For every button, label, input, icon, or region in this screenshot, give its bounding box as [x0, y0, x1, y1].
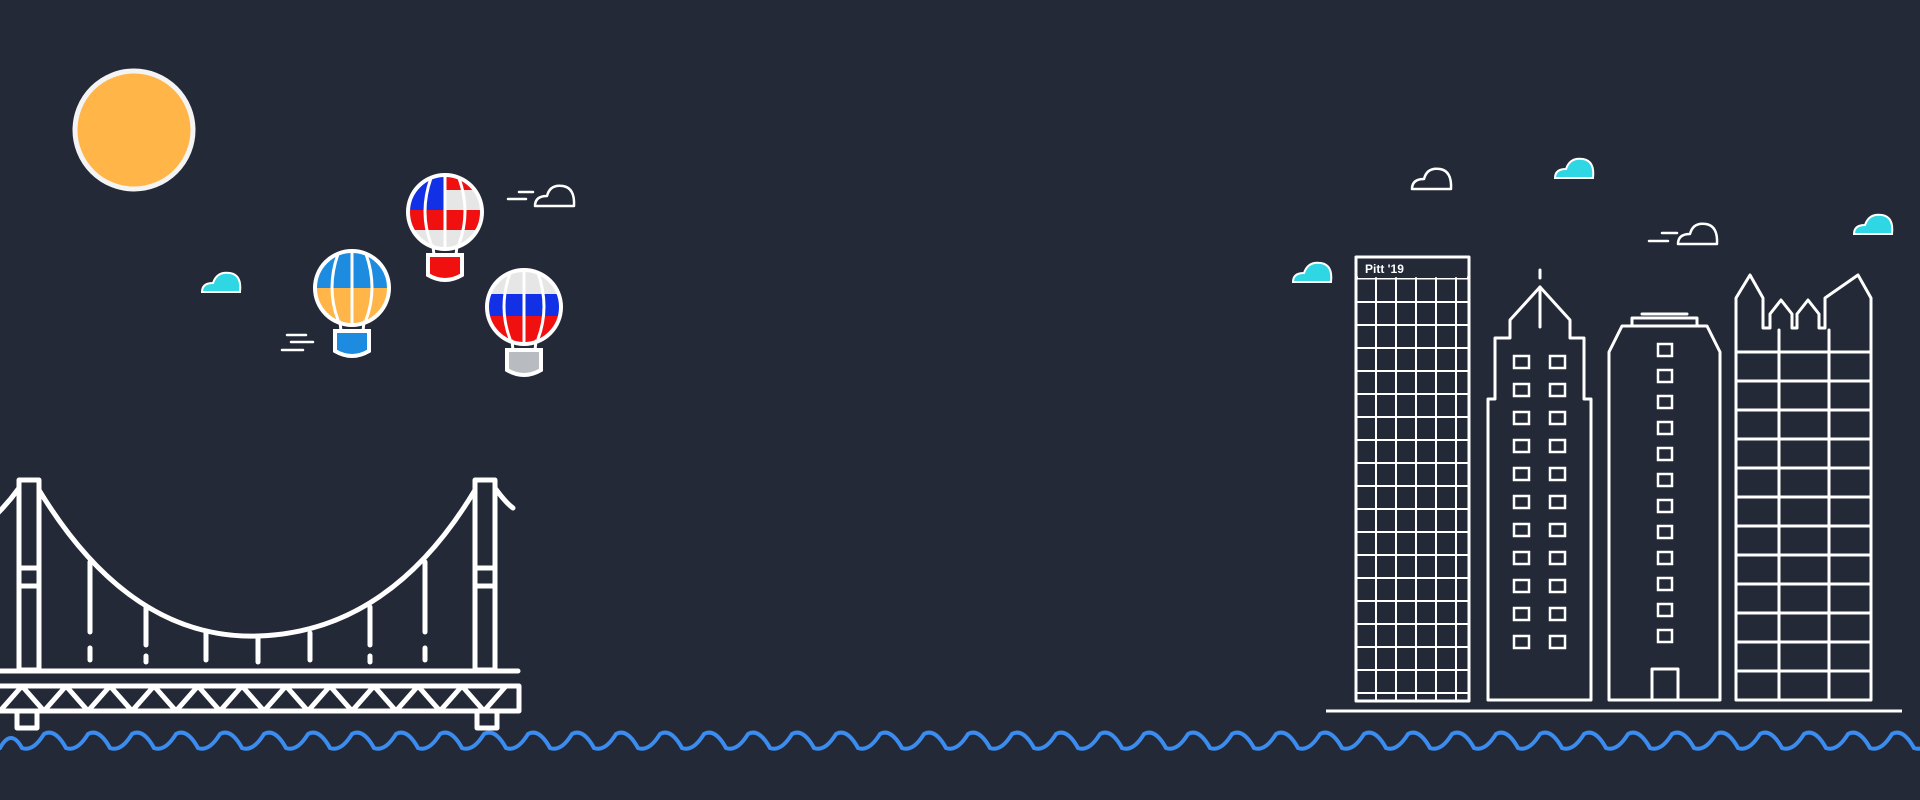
cloud-icon	[1410, 167, 1453, 191]
skyscraper-windows	[1656, 342, 1674, 644]
cloud-icon	[1852, 213, 1894, 235]
hot-air-balloon-icon	[406, 173, 484, 282]
skyscraper-grid	[1355, 277, 1470, 702]
skyscraper-grid	[1734, 328, 1873, 702]
suspension-bridge-icon	[0, 477, 522, 731]
water-wave-icon	[0, 730, 1920, 751]
building-sign-text: Pitt '19	[1365, 262, 1404, 276]
sun-icon	[72, 68, 196, 192]
skyscraper-icon	[1734, 273, 1873, 702]
cloud-icon	[1291, 261, 1333, 283]
skyscraper-icon	[1486, 268, 1593, 702]
skyscraper-icon	[1607, 312, 1722, 702]
skyscraper-windows	[1512, 354, 1567, 650]
cloud-icon	[1553, 157, 1595, 179]
cloud-icon	[200, 271, 242, 293]
building-sign-plate	[1358, 259, 1467, 278]
cloud-icon	[1647, 222, 1719, 246]
wind-lines	[280, 333, 315, 352]
cloud-icon	[506, 184, 576, 208]
